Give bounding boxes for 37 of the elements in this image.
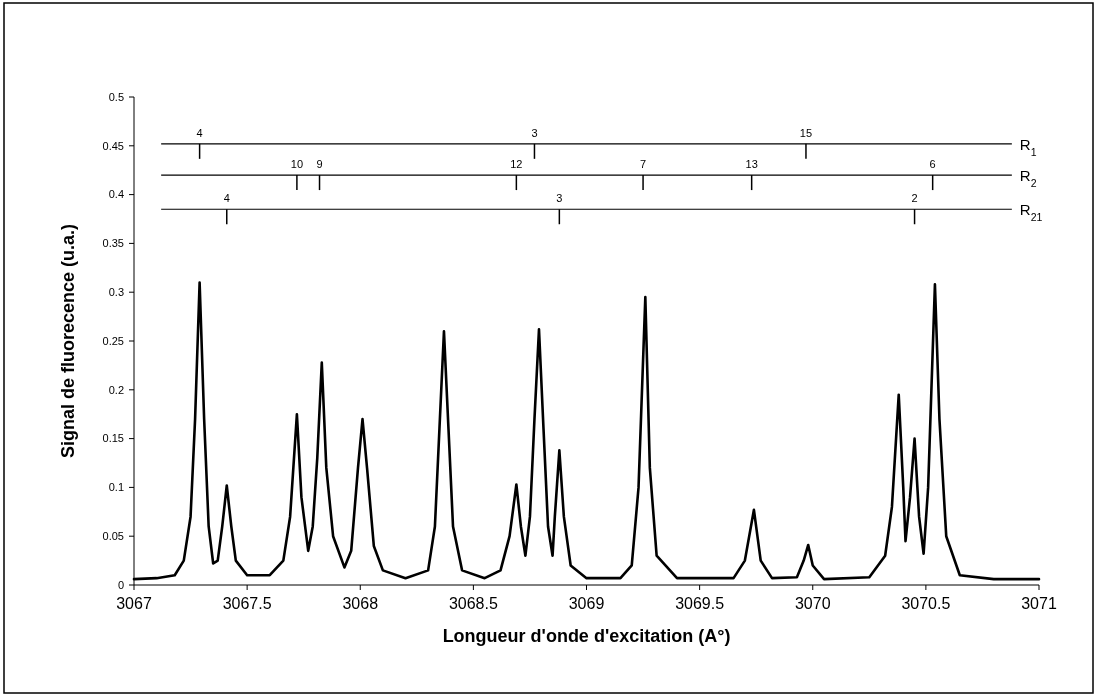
annotation: 10 [290,158,304,171]
annotation: 12 [510,158,523,171]
x-tick-label: 3068 [342,595,379,612]
y-axis-title: Signal de fluorecence (u.a.) [58,223,78,459]
annotation: 9 [316,158,323,171]
y-tick-label: 0.5 [108,90,124,103]
y-tick-label: 0.15 [102,432,124,445]
x-tick-label: 3067.5 [222,595,272,612]
x-tick-label: 3070.5 [901,595,951,612]
annotation: 4 [196,126,203,139]
y-tick-label: 0.25 [102,334,124,347]
y-tick-label: 0.35 [102,237,124,250]
x-tick-label: 3068.5 [448,595,498,612]
annotation: 4 [223,192,230,205]
annotation: 6 [929,158,936,171]
x-tick-label: 3069 [568,595,605,612]
annotation: 3 [531,126,538,139]
x-tick-label: 3069.5 [675,595,725,612]
y-tick-label: 0.3 [108,286,124,299]
x-tick-label: 3067 [116,595,152,612]
y-tick-label: 0 [117,578,124,591]
annotation: 2 [911,192,918,205]
x-tick-label: 3071 [1021,595,1057,612]
annotation: 13 [745,158,758,171]
x-axis-title: Longueur d'onde d'excitation (A°) [442,626,731,646]
y-tick-label: 0.45 [102,139,124,152]
y-tick-label: 0.4 [108,188,124,201]
annotation: 7 [640,158,647,171]
annotation: 3 [556,192,563,205]
ref-line-label: R$_{2}$ [1019,167,1037,190]
ref-line-label: R$_{1}$ [1019,135,1037,158]
x-tick-label: 3070 [794,595,831,612]
y-tick-label: 0.2 [108,383,124,396]
annotation: 15 [799,126,813,139]
ref-line-label: R$_{21}$ [1019,201,1043,224]
y-tick-label: 0.1 [108,481,124,494]
y-tick-label: 0.05 [102,530,124,543]
